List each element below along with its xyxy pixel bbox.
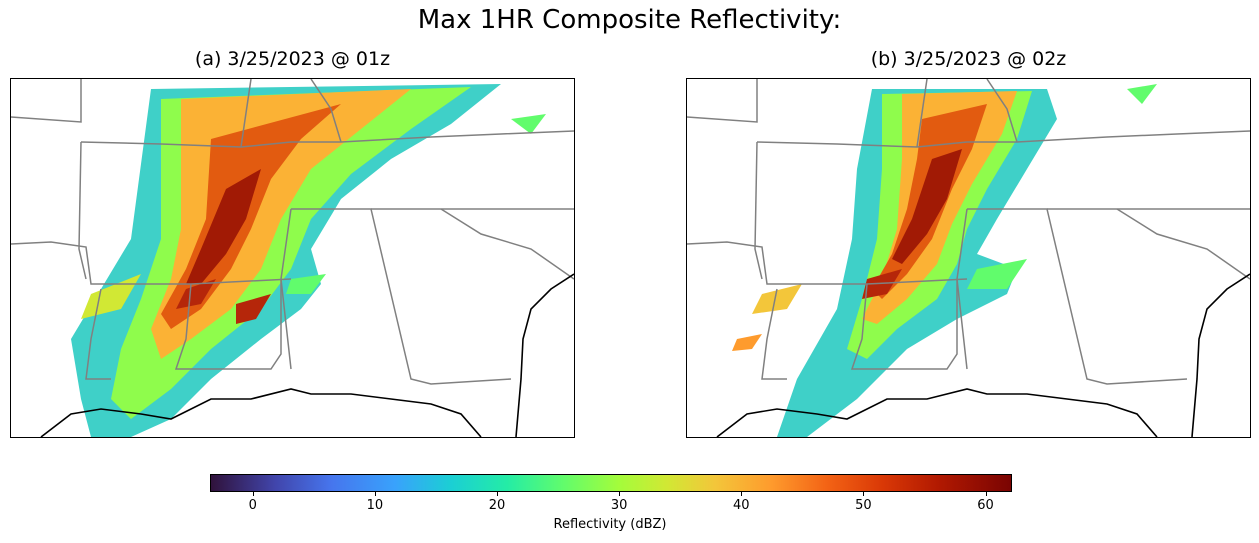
- colorbar-tick: [985, 491, 987, 496]
- colorbar-gradient: [211, 475, 1011, 491]
- state-boundaries-a: [11, 79, 574, 385]
- panel-b-title: (b) 3/25/2023 @ 02z: [870, 48, 1067, 70]
- colorbar-tick-label: 10: [366, 498, 384, 513]
- colorbar-tick-label: 60: [977, 498, 994, 513]
- colorbar-tick: [863, 491, 865, 496]
- reflectivity-field-a: [71, 84, 546, 437]
- colorbar-tick: [741, 491, 743, 496]
- panel-b-map-svg: [687, 79, 1250, 437]
- coastline-b: [716, 273, 1250, 437]
- colorbar-tick: [252, 491, 254, 496]
- state-boundaries-b: [687, 79, 1250, 385]
- colorbar: [210, 474, 1012, 492]
- colorbar-tick-label: 0: [248, 498, 257, 513]
- colorbar-label: Reflectivity (dBZ): [553, 517, 667, 532]
- colorbar-tick-label: 50: [855, 498, 872, 513]
- colorbar-tick-label: 30: [610, 498, 628, 513]
- colorbar-tick: [619, 491, 621, 496]
- reflectivity-field-b: [732, 84, 1157, 437]
- colorbar-tick-label: 40: [733, 498, 750, 513]
- colorbar-tick: [374, 491, 376, 496]
- panel-a-map-svg: [11, 79, 574, 437]
- figure-title: Max 1HR Composite Reflectivity:: [417, 5, 842, 35]
- coastline-a: [40, 273, 574, 437]
- panel-a-title: (a) 3/25/2023 @ 01z: [194, 48, 391, 70]
- colorbar-tick-label: 20: [488, 498, 506, 513]
- panel-b-map: [686, 78, 1251, 438]
- colorbar-tick: [497, 491, 499, 496]
- panel-a-map: [10, 78, 575, 438]
